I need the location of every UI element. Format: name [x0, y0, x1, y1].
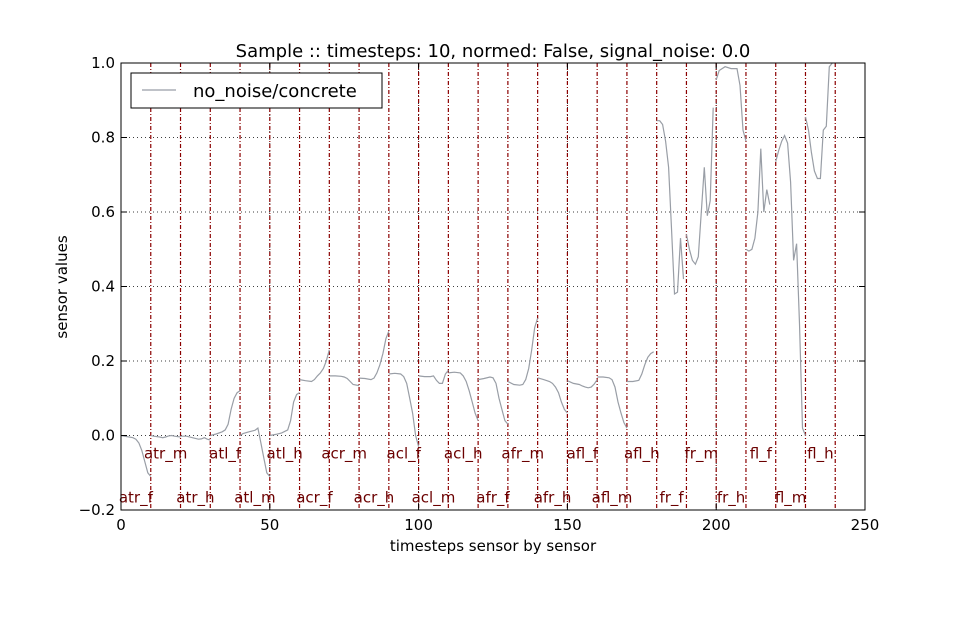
series-line-segment-18 [656, 120, 685, 296]
sensor-label-fl-m: fl_m [775, 489, 807, 508]
sensor-labels: atr_f atr_m atr_h atl_f atl_m atl_h acr_f acr_m… [119, 444, 834, 507]
series-line-segment-17 [626, 351, 655, 383]
series-line-segment-14 [537, 377, 568, 414]
series-line-segment-1 [150, 434, 181, 439]
x-axis-ticks: 0 50 100 150 200 250 [116, 63, 879, 534]
sensor-label-fl-f: fl_f [750, 444, 773, 463]
sensor-separators [150, 63, 836, 510]
sensor-label-afl-h: afl_h [624, 444, 660, 463]
sensor-label-fr-f: fr_f [659, 489, 684, 508]
y-tick-label-6: 1.0 [91, 54, 115, 72]
series-line-segment-11 [448, 371, 479, 421]
legend-entry-label: no_noise/concrete [193, 81, 357, 102]
grid-lines [121, 63, 865, 510]
sensor-label-acl-m: acl_m [412, 489, 456, 508]
y-tick-label-1: 0.0 [91, 427, 115, 445]
series-line-segment-19 [685, 107, 714, 266]
sensor-label-acr-f: acr_f [296, 489, 333, 508]
y-tick-label-5: 0.8 [91, 129, 115, 147]
series-line-segment-15 [567, 379, 598, 389]
series-line-segment-21 [745, 148, 771, 252]
sensor-label-fr-h: fr_h [717, 489, 745, 508]
series-line-segment-10 [418, 369, 449, 384]
x-axis-label: timesteps sensor by sensor [390, 537, 597, 555]
series-line-segment-3 [210, 390, 241, 437]
series-line-segment-6 [299, 349, 330, 383]
series-line-segment-0 [120, 434, 152, 477]
sensor-label-fl-h: fl_h [807, 444, 833, 463]
legend: no_noise/concrete [130, 72, 383, 109]
series-line-segment-5 [269, 392, 300, 437]
y-tick-label-0: −0.2 [79, 501, 115, 519]
sensor-label-atr-f: atr_f [119, 489, 154, 508]
sensor-label-acr-m: acr_m [321, 444, 367, 463]
chart-title: Sample :: timesteps: 10, normed: False, … [236, 41, 751, 62]
x-tick-label-3: 150 [553, 516, 582, 534]
y-tick-label-4: 0.6 [91, 203, 115, 221]
series-line-segment-2 [180, 435, 211, 441]
x-tick-label-4: 200 [702, 516, 731, 534]
sensor-label-atl-m: atl_m [234, 489, 275, 508]
sensor-label-afr-f: afr_f [476, 489, 510, 508]
y-tick-label-2: 0.2 [91, 352, 115, 370]
y-axis-ticks: −0.2 0.0 0.2 0.4 0.6 0.8 1.0 [79, 54, 865, 519]
series-layer [120, 62, 833, 477]
y-axis-label: sensor values [53, 235, 71, 338]
series-line-segment-12 [477, 376, 509, 425]
series-line-segment-7 [329, 375, 360, 387]
series-line-segment-8 [359, 330, 390, 381]
x-tick-label-2: 100 [404, 516, 433, 534]
sensor-label-atr-h: atr_h [176, 489, 214, 508]
sensor-label-atr-m: atr_m [144, 444, 187, 463]
sensor-label-acl-f: acl_f [387, 444, 422, 463]
series-line-segment-16 [597, 376, 628, 429]
sensor-label-afr-h: afr_h [534, 489, 572, 508]
sensor-label-acl-h: acl_h [444, 444, 483, 463]
series-line-segment-9 [388, 372, 420, 447]
sensor-label-afr-m: afr_m [501, 444, 544, 463]
x-tick-label-5: 250 [851, 516, 880, 534]
sensor-label-afl-f: afl_f [567, 444, 599, 463]
series-line-segment-4 [239, 427, 271, 477]
series-line-segment-22 [775, 134, 807, 436]
series-line-segment-23 [804, 62, 833, 180]
sensor-label-acr-h: acr_h [354, 489, 395, 508]
x-tick-label-1: 50 [260, 516, 279, 534]
series-line-segment-20 [715, 66, 747, 142]
y-tick-label-3: 0.4 [91, 278, 115, 296]
sensor-label-afl-m: afl_m [592, 489, 633, 508]
x-tick-label-0: 0 [116, 516, 126, 534]
sensor-label-fr-m: fr_m [685, 444, 719, 463]
sensor-label-atl-h: atl_h [267, 444, 303, 463]
sensor-label-atl-f: atl_f [209, 444, 242, 463]
series-line-segment-13 [507, 318, 539, 386]
